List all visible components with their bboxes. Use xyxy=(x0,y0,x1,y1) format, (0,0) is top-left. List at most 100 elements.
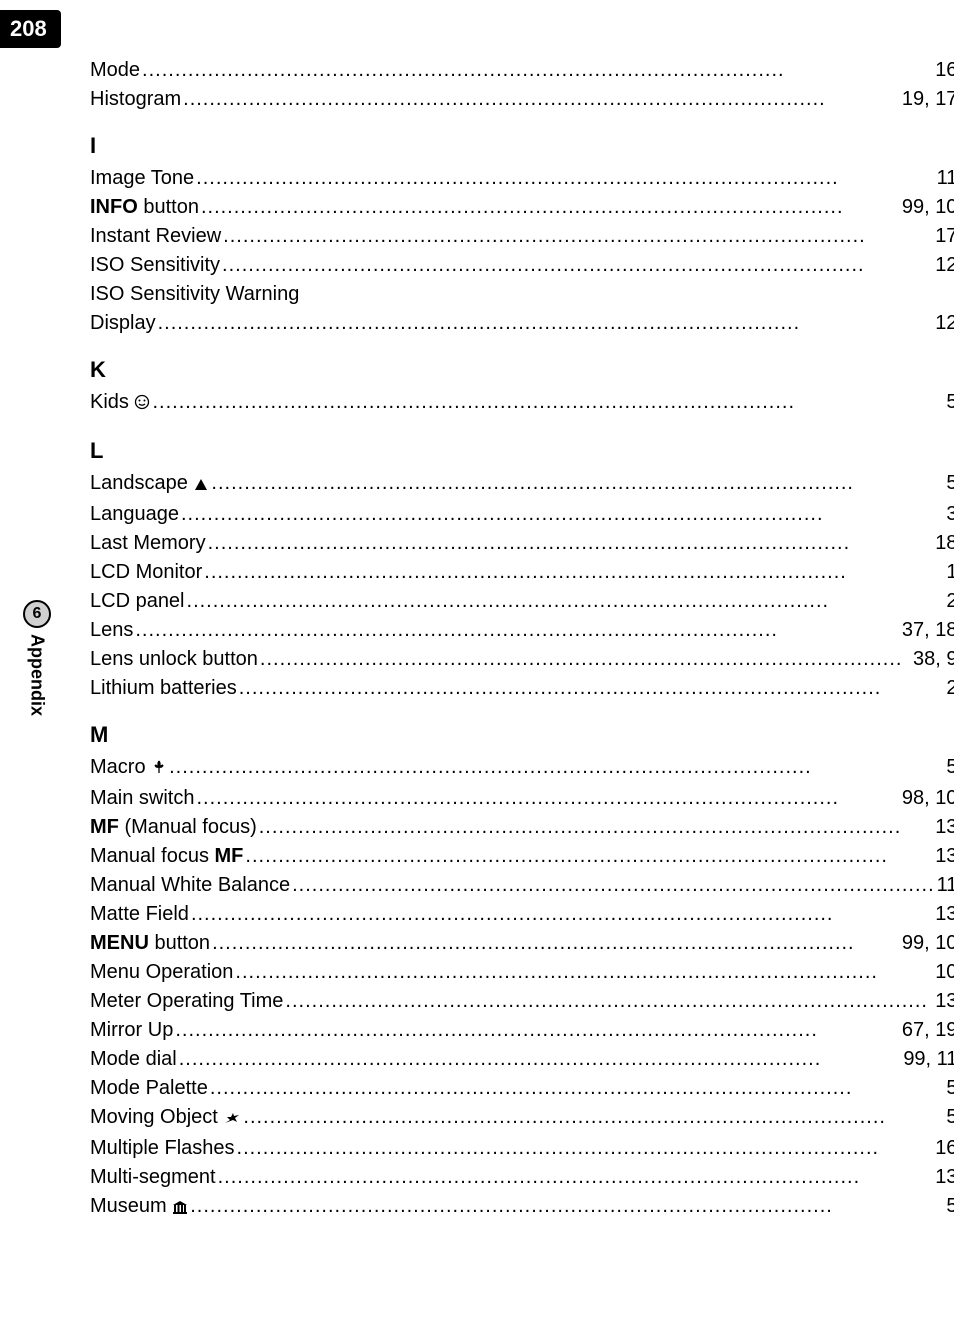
index-section-heading: K xyxy=(90,354,954,386)
index-entry-pages: 102 xyxy=(935,958,954,987)
index-entry-pages: 177 xyxy=(935,222,954,251)
index-entry-label: Lens xyxy=(90,616,133,645)
leader-dots xyxy=(243,842,935,871)
leader-dots xyxy=(181,85,902,114)
index-entry: ISO Sensitivity121 xyxy=(90,251,954,280)
leader-dots xyxy=(283,987,935,1016)
index-entry: Mode Palette52 xyxy=(90,1074,954,1103)
leader-dots xyxy=(216,1163,936,1192)
index-entry: Macro 50 xyxy=(90,753,954,784)
index-entry-label: Language xyxy=(90,500,179,529)
index-entry-pages: 98, 100 xyxy=(902,784,954,813)
index-entry-label: Mode Palette xyxy=(90,1074,208,1103)
left-column: Mode162Histogram19, 178IImage Tone114INF… xyxy=(90,56,954,1289)
index-entry: Last Memory182 xyxy=(90,529,954,558)
index-entry-label: Museum xyxy=(90,1192,188,1223)
index-entry: Lithium batteries26 xyxy=(90,674,954,703)
leader-dots xyxy=(189,900,935,929)
page-number: 208 xyxy=(10,16,47,41)
chapter-number: 6 xyxy=(33,605,42,623)
leader-dots xyxy=(241,1103,946,1132)
index-entry: Multiple Flashes165 xyxy=(90,1134,954,1163)
index-section-heading: L xyxy=(90,435,954,467)
index-entry-label: Multi-segment xyxy=(90,1163,216,1192)
index-section-heading: M xyxy=(90,719,954,751)
leader-dots xyxy=(188,1192,946,1221)
index-entry-label: Mode xyxy=(90,56,140,85)
index-entry: Moving Object 50 xyxy=(90,1103,954,1134)
leader-dots xyxy=(177,1045,904,1074)
leader-dots xyxy=(233,958,935,987)
leader-dots xyxy=(210,929,902,958)
leader-dots xyxy=(209,469,946,498)
leader-dots xyxy=(221,222,935,251)
landscape-icon xyxy=(193,471,209,500)
index-entry-pages: 51 xyxy=(946,388,954,417)
index-entry-pages: 22 xyxy=(946,587,954,616)
index-entry-label: LCD Monitor xyxy=(90,558,202,587)
index-entry-pages: 33 xyxy=(946,500,954,529)
leader-dots xyxy=(150,388,946,417)
index-content: Mode162Histogram19, 178IImage Tone114INF… xyxy=(90,56,906,1289)
index-entry: Main switch 98, 100 xyxy=(90,784,954,813)
index-entry-pages: 122 xyxy=(935,309,954,338)
index-entry-label: Image Tone xyxy=(90,164,194,193)
index-entry-pages: 51 xyxy=(946,1192,954,1221)
leader-dots xyxy=(140,56,935,85)
moving-icon xyxy=(223,1105,241,1134)
page-number-badge: 208 xyxy=(0,10,61,48)
index-entry: Meter Operating Time137 xyxy=(90,987,954,1016)
index-entry: Display122 xyxy=(90,309,954,338)
index-entry-pages: 19, 178 xyxy=(902,85,954,114)
index-entry-label: Matte Field xyxy=(90,900,189,929)
index-entry-pages: 99, 110 xyxy=(903,1045,954,1074)
leader-dots xyxy=(179,500,946,529)
index-entry-label: Instant Review xyxy=(90,222,221,251)
index-entry-pages: 67, 190 xyxy=(902,1016,954,1045)
index-entry: MF (Manual focus)132 xyxy=(90,813,954,842)
index-entry-label: Mode dial xyxy=(90,1045,177,1074)
index-entry-pages: 137 xyxy=(935,987,954,1016)
index-entry-pages: 136 xyxy=(935,1163,954,1192)
chapter-number-circle: 6 xyxy=(23,600,51,628)
index-entry-label: Kids xyxy=(90,388,150,419)
index-entry-pages: 132 xyxy=(935,813,954,842)
index-entry-label: Last Memory xyxy=(90,529,206,558)
index-entry-label: MENU button xyxy=(90,929,210,958)
index-entry-pages: 165 xyxy=(935,1134,954,1163)
index-entry: Museum 51 xyxy=(90,1192,954,1223)
index-entry: Mirror Up67, 190 xyxy=(90,1016,954,1045)
index-entry-label: Histogram xyxy=(90,85,181,114)
index-entry-pages: 50 xyxy=(946,1103,954,1132)
kids-icon xyxy=(134,390,150,419)
leader-dots xyxy=(290,871,937,900)
index-entry-pages: 50 xyxy=(946,469,954,498)
index-entry-label: Moving Object xyxy=(90,1103,241,1134)
index-entry-label: INFO button xyxy=(90,193,199,222)
leader-dots xyxy=(156,309,936,338)
index-entry-pages: 38, 98 xyxy=(913,645,954,674)
index-entry-label: LCD panel xyxy=(90,587,185,616)
index-entry-pages: 37, 186 xyxy=(902,616,954,645)
index-entry-label: Main switch xyxy=(90,784,194,813)
index-entry-label: ISO Sensitivity Warning xyxy=(90,280,299,309)
index-entry-label: Landscape xyxy=(90,469,209,500)
leader-dots xyxy=(194,164,937,193)
index-entry-label: Lens unlock button xyxy=(90,645,258,674)
index-entry: INFO button99, 101 xyxy=(90,193,954,222)
index-entry-pages: 132 xyxy=(935,842,954,871)
leader-dots xyxy=(199,193,902,222)
museum-icon xyxy=(172,1194,188,1223)
leader-dots xyxy=(258,645,913,674)
leader-dots xyxy=(208,1074,946,1103)
index-entry-label: Menu Operation xyxy=(90,958,233,987)
index-entry: Menu Operation 102 xyxy=(90,958,954,987)
index-entry-pages: 133 xyxy=(935,900,954,929)
index-entry: Manual White Balance119 xyxy=(90,871,954,900)
index-entry-pages: 16 xyxy=(946,558,954,587)
leader-dots xyxy=(185,587,947,616)
leader-dots xyxy=(257,813,935,842)
index-entry: Matte Field 133 xyxy=(90,900,954,929)
leader-dots xyxy=(133,616,901,645)
index-entry: Multi-segment 136 xyxy=(90,1163,954,1192)
